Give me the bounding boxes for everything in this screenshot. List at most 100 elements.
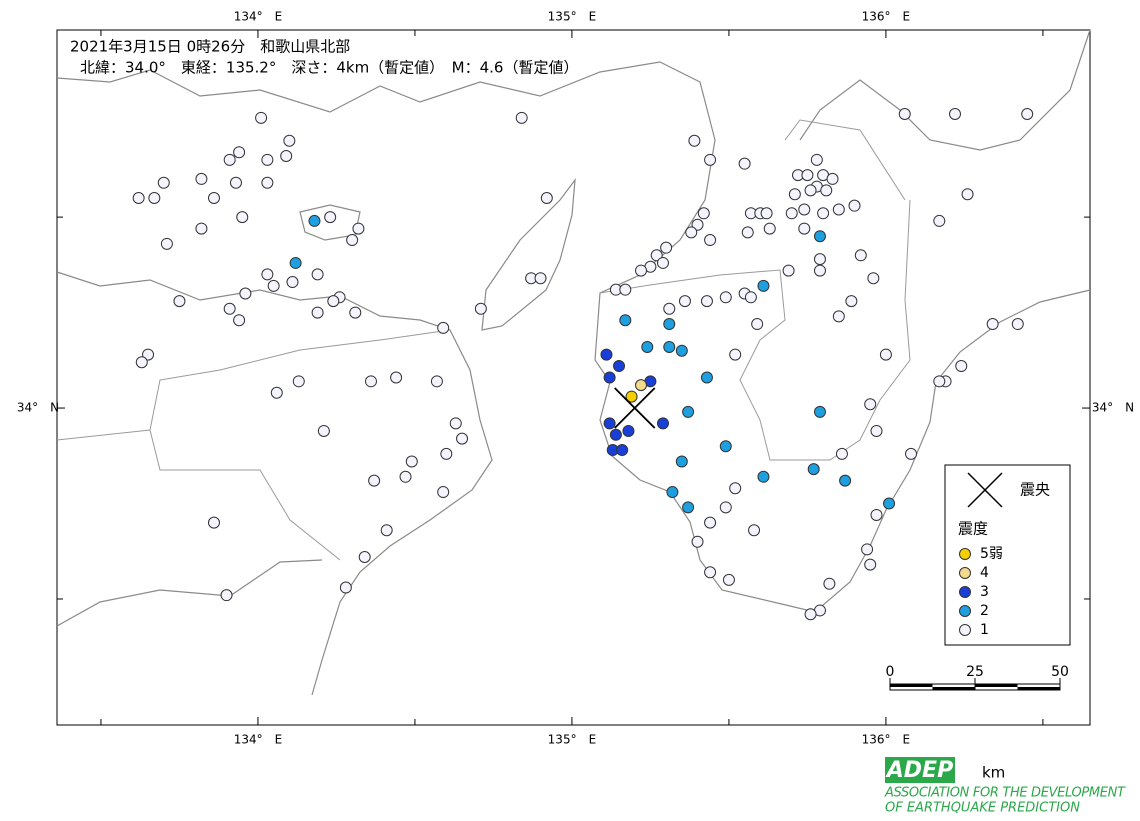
station [349,306,362,319]
station [722,573,735,586]
station [826,172,839,185]
station [675,455,688,468]
station [870,508,883,521]
station [704,516,717,529]
station [207,516,220,529]
station [207,192,220,205]
station [785,207,798,220]
lat-label: 34° N [1092,401,1134,415]
station [327,295,340,308]
station [813,230,826,243]
station [682,501,695,514]
station [380,524,393,537]
station [173,295,186,308]
station [261,268,274,281]
map-frame [56,29,1091,726]
station [195,172,208,185]
station [280,150,293,163]
station [883,497,896,510]
station [399,470,412,483]
station [763,222,776,235]
station [346,234,359,247]
station [804,184,817,197]
boundary [599,199,911,461]
station [515,111,528,124]
station [898,108,911,121]
station [798,203,811,216]
station [449,417,462,430]
station [656,417,669,430]
station [697,207,710,220]
station [625,390,638,403]
station [609,428,622,441]
station [933,375,946,388]
station [961,188,974,201]
station [905,447,918,460]
station [311,306,324,319]
station [861,543,874,556]
scale-segment [890,684,933,687]
scale-unit: km [982,764,1005,782]
station [719,440,732,453]
station [704,153,717,166]
legend-marker [959,548,971,560]
lon-label: 136° E [862,733,911,747]
station [788,188,801,201]
station [760,207,773,220]
station [867,272,880,285]
station [1021,108,1034,121]
legend-marker [959,567,971,579]
header-line: 2021年3月15日 0時26分 和歌山県北部 [70,38,350,56]
coastline [799,29,1091,151]
station [267,279,280,292]
legend-epicenter-icon [967,472,1003,508]
lat-label: 34° N [17,401,59,415]
scale-label: 50 [1051,664,1069,680]
station [864,398,877,411]
station [704,566,717,579]
station [744,291,757,304]
station [635,264,648,277]
station [142,348,155,361]
station [270,386,283,399]
lon-label: 134° E [234,10,283,24]
station [239,287,252,300]
station [678,295,691,308]
station [804,608,817,621]
lon-label: 135° E [548,10,597,24]
station [390,371,403,384]
station [751,318,764,331]
station [619,314,632,327]
station [832,310,845,323]
station [798,222,811,235]
station [955,360,968,373]
station [368,474,381,487]
station [437,321,450,334]
map-layer: 134° E 134° E 135° E 135° E 136° E 136° E 34° … [17,10,1134,747]
boundaries [56,119,911,561]
scale-label: 25 [966,664,984,680]
station [666,486,679,499]
station [854,249,867,262]
station [700,295,713,308]
station [839,474,852,487]
legend-marker [959,624,971,636]
station [317,424,330,437]
coastline [481,177,576,331]
station [339,581,352,594]
station [619,283,632,296]
station [757,470,770,483]
station [286,276,299,289]
legend-marker [959,605,971,617]
station [864,558,877,571]
station [650,249,663,262]
station [757,279,770,292]
station [719,501,732,514]
scale-segment [932,687,975,690]
station [474,302,487,315]
station [729,348,742,361]
station [358,550,371,563]
station [675,344,688,357]
station [308,214,321,227]
